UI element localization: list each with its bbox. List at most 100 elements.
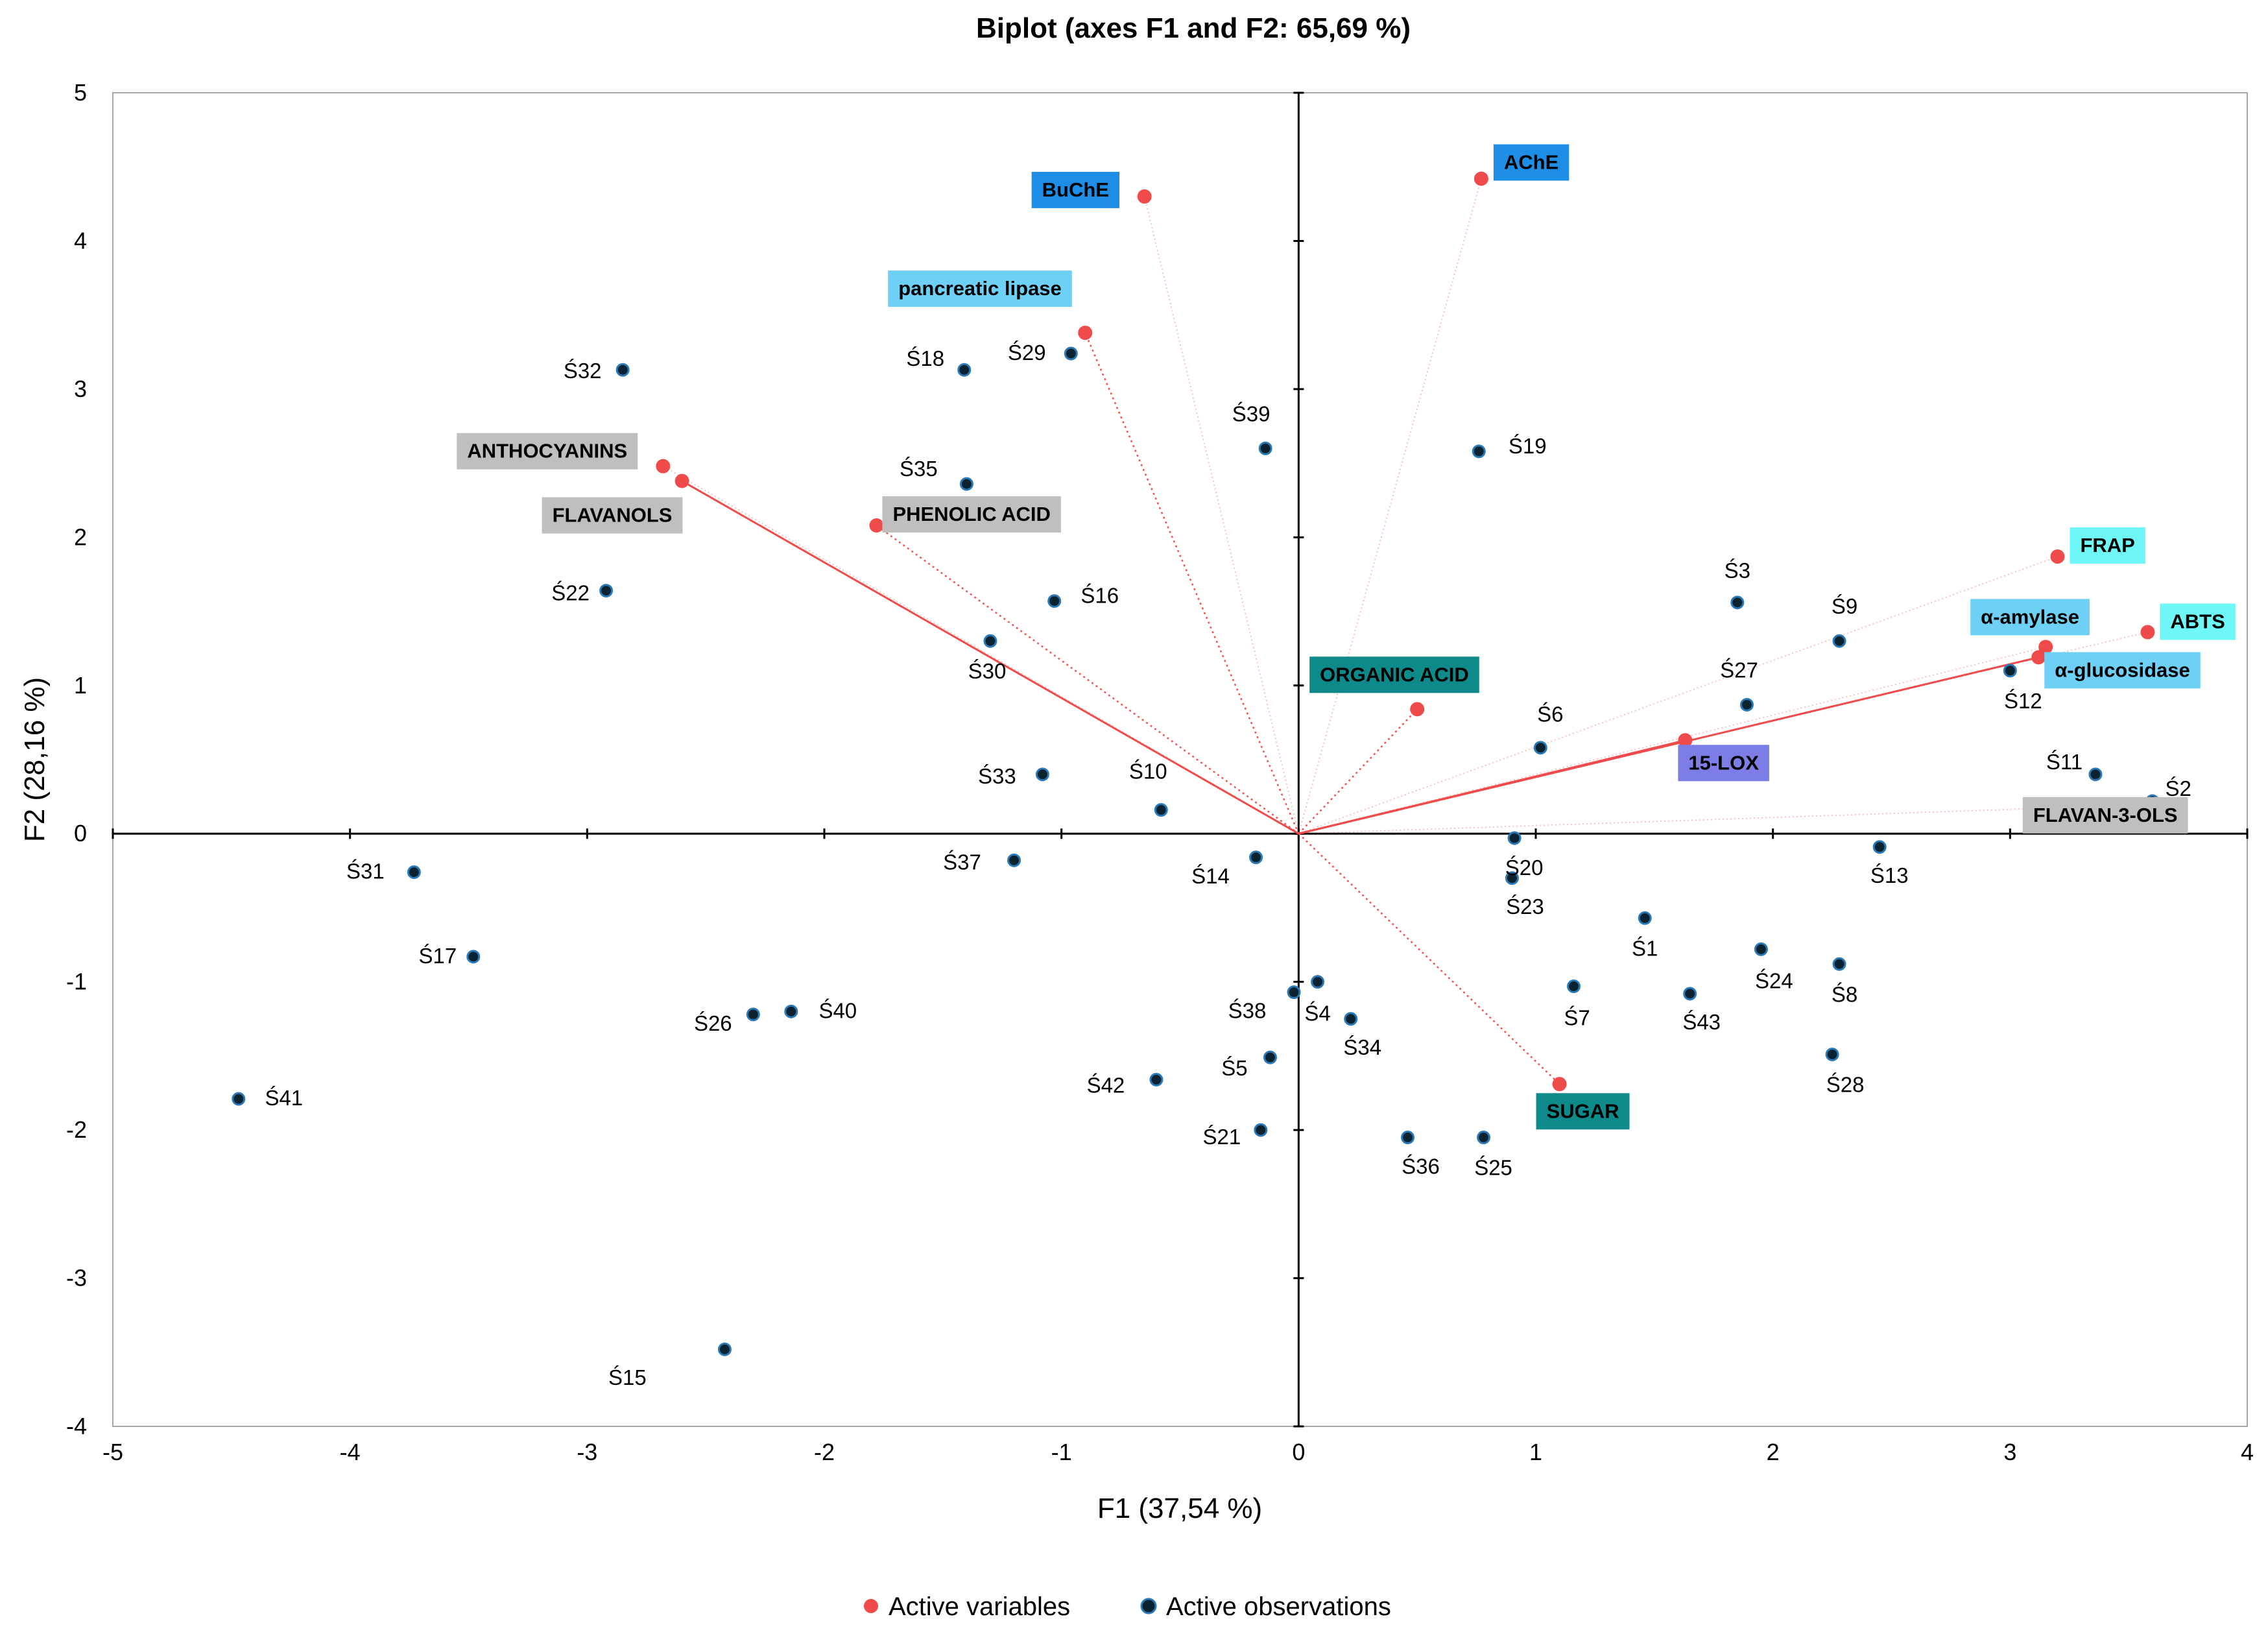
observation-point [1311, 975, 1325, 989]
variable-label-text: FRAP [2080, 534, 2134, 557]
observation-point [1287, 985, 1301, 1000]
observation-point [1154, 803, 1168, 817]
observation-label: Ś37 [943, 849, 981, 874]
observation-point [1258, 441, 1272, 455]
observation-point [466, 950, 481, 964]
observation-label: Ś20 [1505, 855, 1544, 880]
observation-label: Ś4 [1304, 1001, 1330, 1026]
observation-point [746, 1007, 760, 1022]
y-tick-label: -2 [66, 1116, 87, 1143]
observation-label: Ś32 [564, 358, 602, 383]
observation-point [1683, 987, 1697, 1001]
y-axis-title: F2 (28,16 %) [19, 677, 51, 842]
observation-point [1472, 444, 1486, 459]
observation-label: Ś36 [1402, 1154, 1440, 1179]
observation-point [784, 1004, 798, 1018]
variable-label: ABTS [2160, 603, 2236, 640]
variable-label: FLAVANOLS [542, 497, 683, 534]
variable-point [1137, 189, 1152, 204]
observation-point [2003, 664, 2017, 678]
observation-point [1567, 979, 1581, 994]
variable-label-text: ABTS [2170, 610, 2225, 633]
x-tick-label: 4 [2241, 1439, 2254, 1465]
observation-point [615, 363, 630, 377]
variable-vector [1143, 196, 1300, 834]
y-tick-label: -1 [66, 968, 87, 995]
observation-point [232, 1092, 246, 1106]
observation-point [407, 865, 421, 880]
observation-label: Ś16 [1080, 583, 1119, 608]
chart-title: Biplot (axes F1 and F2: 65,69 %) [976, 12, 1411, 44]
variable-label-box [1031, 171, 1119, 208]
variable-point [869, 518, 884, 533]
variable-vector [662, 465, 1299, 835]
observation-point [1825, 1048, 1839, 1062]
observation-points: Ś1 Ś2 Ś3 Ś4 Ś5 Ś6 Ś7 Ś8 Ś9 Ś10 Ś11 Ś12 Ś13 Ś14 Ś15 Ś16 Ś… [232, 340, 2191, 1389]
variable-label: AChE [1493, 144, 1570, 181]
y-tick-label: 2 [74, 523, 87, 550]
variable-label-text: FLAVANOLS [553, 504, 673, 527]
y-tick-label: 3 [74, 376, 87, 402]
legend-label-observations: Active observations [1166, 1592, 1391, 1621]
variable-vector [1298, 178, 1482, 834]
observation-label: Ś8 [1832, 981, 1857, 1006]
observation-label: Ś6 [1537, 702, 1563, 726]
variable-label-box [2044, 652, 2201, 689]
variable-point [2140, 625, 2155, 640]
variable-points: BuChE AChE pancreatic lipase ANTHOCYANINS FL… [457, 144, 2236, 1130]
observation-label: Ś39 [1232, 401, 1271, 426]
variable-vector [1298, 708, 1418, 835]
variable-label-text: α-amylase [1981, 605, 2079, 628]
y-tick-label: 4 [74, 227, 87, 254]
observation-point [1754, 942, 1768, 956]
variable-label-text: AChE [1504, 150, 1558, 173]
variable-label: SUGAR [1536, 1093, 1630, 1130]
observation-label: Ś17 [418, 943, 457, 968]
observation-point [1533, 741, 1547, 755]
tick-labels: -5 -4 -3 -2 -1 0 1 2 3 4 -4 -3 -2 -1 0 1 2 3 4 5 [66, 79, 2254, 1465]
observation-point [1638, 911, 1652, 925]
observation-point [1035, 767, 1049, 782]
variable-label: 15-LOX [1678, 745, 1769, 782]
x-tick-label: 0 [1292, 1439, 1305, 1465]
plot-frame [112, 92, 2248, 1427]
variable-label: FLAVAN-3-OLS [2022, 797, 2188, 834]
variable-label: pancreatic lipase [888, 270, 1072, 307]
variable-label-box [2160, 603, 2236, 640]
y-tick-label: 1 [74, 672, 87, 699]
observation-label: Ś25 [1474, 1155, 1512, 1180]
legend-marker-observations [1140, 1598, 1157, 1614]
observation-point [1254, 1123, 1268, 1137]
observation-label: Ś28 [1826, 1072, 1865, 1097]
variable-point [2050, 549, 2065, 564]
variable-label: ANTHOCYANINS [457, 433, 638, 470]
observation-label: Ś24 [1755, 968, 1793, 992]
observation-point [1047, 594, 1062, 608]
y-tick-label: -3 [66, 1265, 87, 1291]
observation-label: Ś18 [906, 346, 944, 370]
observation-label: Ś43 [1682, 1009, 1721, 1034]
observation-label: Ś23 [1506, 894, 1544, 918]
observation-label: Ś14 [1191, 863, 1230, 888]
y-tick-label: -4 [66, 1413, 87, 1439]
x-tick-label: -1 [1051, 1439, 1072, 1465]
legend: Active variables Active observations [864, 1592, 1391, 1621]
variable-label-text: 15-LOX [1688, 751, 1759, 774]
x-tick-label: 1 [1529, 1439, 1542, 1465]
observation-label: Ś27 [1720, 657, 1758, 682]
observation-point [1344, 1012, 1358, 1026]
variable-point [674, 474, 689, 488]
variable-point [1078, 326, 1093, 341]
observation-label: Ś7 [1564, 1005, 1590, 1030]
variable-label: ORGANIC ACID [1309, 656, 1479, 693]
variable-label-box [1536, 1093, 1630, 1130]
variable-vectors [662, 178, 2148, 1085]
observation-label: Ś29 [1008, 340, 1046, 365]
observation-label: Ś35 [900, 456, 938, 481]
variable-label-box [882, 496, 1061, 533]
variable-label-box [888, 270, 1072, 307]
observation-label: Ś13 [1870, 863, 1909, 887]
observation-point [1477, 1131, 1491, 1145]
observation-label: Ś3 [1725, 558, 1750, 582]
variable-label-box [1493, 144, 1570, 181]
